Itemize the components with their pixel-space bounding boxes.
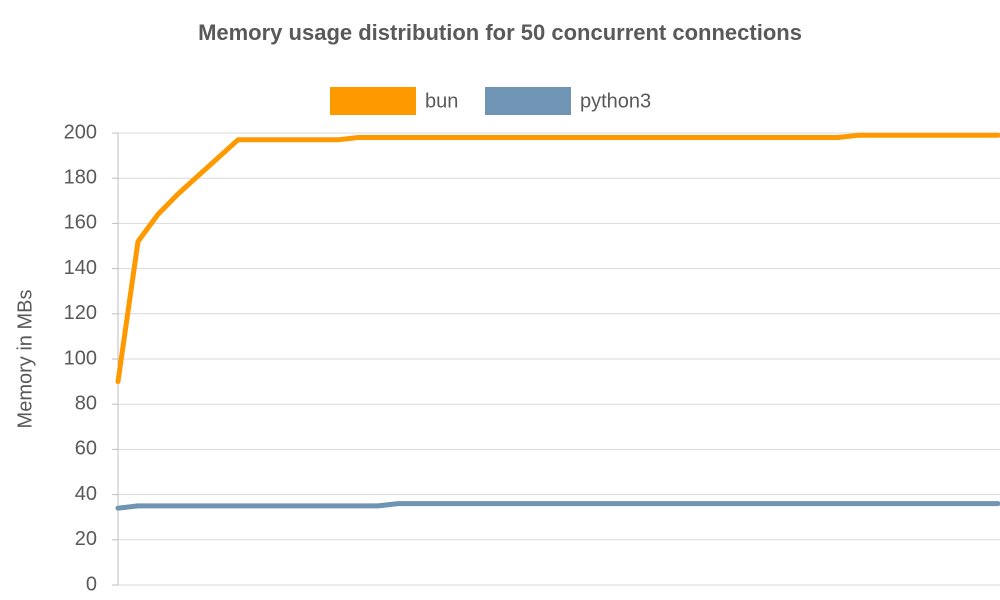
- y-tick-label: 180: [64, 166, 97, 188]
- series-line: [115, 132, 1000, 385]
- y-axis-label: Memory in MBs: [14, 290, 36, 429]
- y-tick-label: 120: [64, 302, 97, 324]
- y-tick-label: 200: [64, 121, 97, 143]
- y-tick-label: 80: [75, 392, 97, 414]
- y-tick-label: 20: [75, 528, 97, 550]
- legend-label: python3: [580, 90, 651, 112]
- series-line: [115, 501, 1000, 511]
- y-tick-label: 60: [75, 438, 97, 460]
- y-tick-label: 140: [64, 257, 97, 279]
- legend-swatch: [330, 87, 416, 115]
- y-tick-label: 100: [64, 347, 97, 369]
- legend-swatch: [485, 87, 571, 115]
- y-tick-label: 160: [64, 212, 97, 234]
- y-tick-label: 40: [75, 483, 97, 505]
- legend-label: bun: [425, 90, 458, 112]
- y-tick-label: 0: [86, 573, 97, 595]
- chart-title: Memory usage distribution for 50 concurr…: [198, 20, 802, 45]
